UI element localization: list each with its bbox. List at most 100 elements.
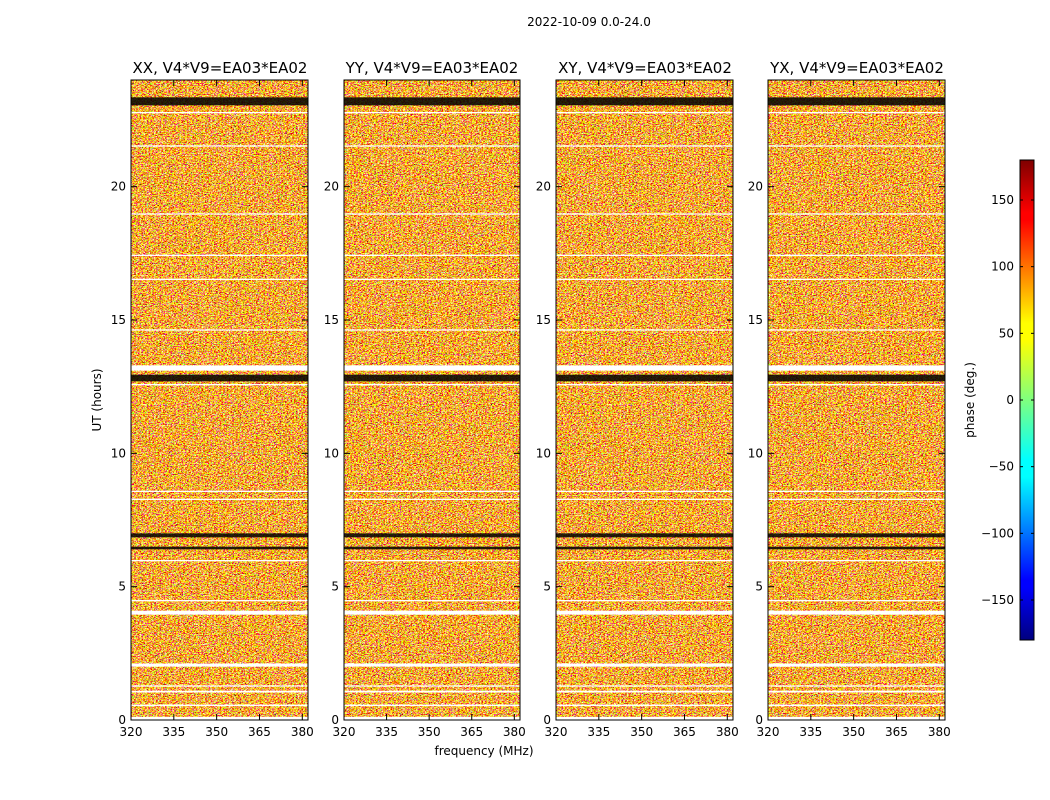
black-band-xy-2	[556, 533, 733, 538]
flagged-gap-yy-14	[344, 254, 520, 256]
flagged-gap-yx-6	[768, 600, 945, 602]
ytick-label-xx-0: 0	[118, 713, 126, 727]
flagged-gap-xy-16	[556, 145, 733, 147]
xtick-label-xy-0: 320	[545, 725, 568, 739]
xtick-layer-yx: 320 335 350 365 380	[757, 80, 951, 739]
flagged-gap-xy-8	[556, 498, 733, 500]
flagged-gap-xy-17	[556, 112, 733, 114]
black-band-yx-2	[768, 533, 945, 538]
xtick-label-yy-1: 335	[375, 725, 398, 739]
panel-noise-xx	[131, 80, 308, 720]
xtick-label-yx-3: 365	[885, 725, 908, 739]
colorbar-tick-label-6: −150	[981, 593, 1014, 607]
black-band-xy-3	[556, 546, 733, 550]
flagged-gap-yx-13	[768, 278, 945, 280]
gap-layer-yy	[344, 97, 520, 720]
xtick-label-yx-2: 350	[842, 725, 865, 739]
ytick-label-yy-4: 20	[324, 180, 339, 194]
colorbar-tick-label-3: 0	[1006, 393, 1014, 407]
colorbar-tick-label-0: 150	[991, 193, 1014, 207]
gap-layer-xy	[556, 97, 733, 720]
ytick-layer-yx: 0 5 10 15 20	[748, 180, 945, 727]
flagged-gap-xx-17	[131, 112, 308, 114]
flagged-gap-xy-13	[556, 278, 733, 280]
black-band-xy-0	[556, 97, 733, 106]
panel-yx: YX, V4*V9=EA03*EA02 0 5 10 15 20 320 335 350 36…	[748, 59, 951, 739]
panel-noise-yx	[768, 80, 945, 720]
flagged-gap-xy-12	[556, 329, 733, 331]
colorbar-gradient	[1020, 160, 1034, 640]
flagged-gap-yx-14	[768, 254, 945, 256]
flagged-gap-yy-9	[344, 490, 520, 492]
panel-xy: XY, V4*V9=EA03*EA02 0 5 10 15 20 320 335 350 36…	[536, 59, 739, 739]
ytick-label-yx-1: 5	[755, 580, 763, 594]
ytick-label-xy-0: 0	[543, 713, 551, 727]
colorbar: 150 100 50 0 −50 −100 −150 phase (deg.)	[963, 159, 1035, 641]
xtick-layer-xx: 320 335 350 365 380	[120, 80, 314, 739]
flagged-gap-xx-16	[131, 145, 308, 147]
flagged-gap-xx-5	[131, 610, 308, 615]
flagged-gap-xy-14	[556, 254, 733, 256]
flagged-gap-yy-1	[344, 704, 520, 707]
black-band-yx-3	[768, 546, 945, 550]
flagged-gap-yx-10	[768, 384, 945, 386]
flagged-gap-yx-8	[768, 498, 945, 500]
flagged-gap-xy-15	[556, 213, 733, 215]
flagged-gap-xx-1	[131, 704, 308, 707]
xtick-label-xy-2: 350	[630, 725, 653, 739]
panel-frame-xx	[130, 79, 309, 721]
colorbar-label: phase (deg.)	[963, 362, 977, 438]
flagged-gap-yx-15	[768, 213, 945, 215]
ytick-label-xy-2: 10	[536, 446, 551, 460]
flagged-gap-xy-4	[556, 663, 733, 667]
xtick-label-yy-3: 365	[460, 725, 483, 739]
flagged-gap-yx-9	[768, 490, 945, 492]
ytick-label-yx-0: 0	[755, 713, 763, 727]
xtick-layer-xy: 320 335 350 365 380	[545, 80, 739, 739]
ytick-label-yy-2: 10	[324, 446, 339, 460]
panel-frame-yy	[343, 79, 521, 721]
flagged-gap-xy-10	[556, 384, 733, 386]
flagged-gap-yx-7	[768, 560, 945, 562]
flagged-gap-xy-1	[556, 704, 733, 707]
flagged-gap-xx-12	[131, 329, 308, 331]
black-band-xx-1	[131, 374, 308, 382]
gap-layer-yx	[768, 97, 945, 720]
colorbar-tick-label-5: −100	[981, 526, 1014, 540]
ytick-label-xx-2: 10	[111, 446, 126, 460]
xtick-label-xx-2: 350	[205, 725, 228, 739]
xtick-label-xy-4: 380	[716, 725, 739, 739]
flagged-gap-yy-2	[344, 690, 520, 693]
ytick-label-xy-4: 20	[536, 180, 551, 194]
flagged-gap-xy-5	[556, 610, 733, 615]
black-band-xy-1	[556, 374, 733, 382]
flagged-gap-xx-8	[131, 498, 308, 500]
flagged-gap-xy-0	[556, 716, 733, 720]
flagged-gap-yx-5	[768, 610, 945, 615]
panel-frame-yx	[767, 79, 946, 721]
flagged-gap-yx-16	[768, 145, 945, 147]
xtick-label-yy-0: 320	[333, 725, 356, 739]
black-band-yy-3	[344, 546, 520, 550]
figure-suptitle: 2022-10-09 0.0-24.0	[527, 15, 651, 29]
panel-noise-yy	[344, 80, 520, 720]
ytick-label-xy-1: 5	[543, 580, 551, 594]
flagged-gap-xx-3	[131, 685, 308, 687]
black-band-xx-2	[131, 533, 308, 538]
flagged-gap-yy-11	[344, 365, 520, 371]
xtick-label-xy-1: 335	[587, 725, 610, 739]
black-band-yx-1	[768, 374, 945, 382]
xtick-label-yx-1: 335	[799, 725, 822, 739]
gap-layer-xx	[131, 97, 308, 720]
flagged-gap-yx-3	[768, 685, 945, 687]
black-band-yy-2	[344, 533, 520, 538]
flagged-gap-xx-2	[131, 690, 308, 693]
flagged-gap-xx-9	[131, 490, 308, 492]
colorbar-tick-label-4: −50	[989, 460, 1014, 474]
flagged-gap-xy-3	[556, 685, 733, 687]
ytick-label-xx-1: 5	[118, 580, 126, 594]
flagged-gap-yx-1	[768, 704, 945, 707]
colorbar-tick-label-1: 100	[991, 260, 1014, 274]
flagged-gap-xx-15	[131, 213, 308, 215]
